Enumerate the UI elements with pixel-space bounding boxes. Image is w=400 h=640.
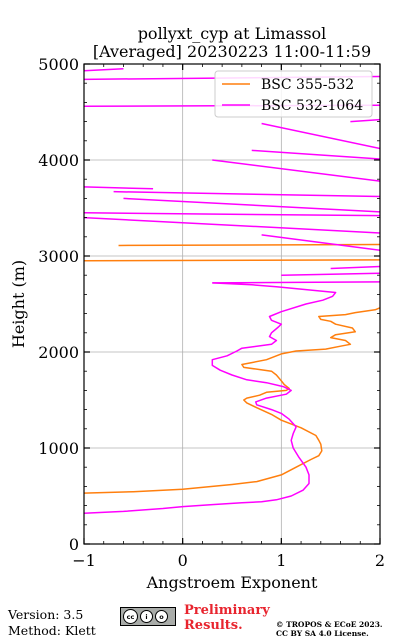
version-text: Version: 3.5	[8, 607, 84, 622]
method-text: Method: Klett	[8, 623, 96, 638]
series-line-0	[84, 307, 380, 494]
series-spike-1-7	[113, 190, 380, 198]
y-tick-label: 0	[69, 535, 79, 554]
preliminary-line-1: Preliminary	[184, 603, 270, 618]
license-line-2: CC BY SA 4.0 License.	[276, 629, 369, 638]
plot-frame	[83, 63, 381, 545]
cc-license-badge-icon: cc i o	[120, 607, 176, 626]
y-tick-label: 1000	[38, 439, 79, 458]
series-spike-1-4	[84, 216, 380, 234]
series-spike-1-1	[281, 272, 380, 276]
y-tick-label: 2000	[38, 343, 79, 362]
preliminary-results-text: Preliminary Results.	[184, 603, 270, 633]
chart-title: pollyxt_cyp at Limassol	[138, 24, 327, 43]
legend-label-1: BSC 532-1064	[261, 98, 363, 114]
series-spike-1-8	[84, 186, 154, 190]
legend-label-0: BSC 355-532	[261, 77, 354, 93]
x-tick-label: 0	[178, 551, 188, 570]
series-spike-0-1	[84, 259, 380, 262]
footer-version-method: Version: 3.5 Method: Klett	[8, 607, 96, 639]
license-text: © TROPOS & ECoE 2023. CC BY SA 4.0 Licen…	[276, 620, 383, 638]
series-group	[84, 68, 380, 515]
y-tick-label: 4000	[38, 151, 79, 170]
series-spike-1-5	[84, 212, 380, 217]
preliminary-line-2: Results.	[184, 618, 243, 633]
series-spike-1-6	[123, 197, 380, 213]
series-spike-1-12	[350, 118, 380, 123]
series-spike-1-0	[212, 281, 380, 284]
legend-box	[214, 70, 373, 118]
series-spike-1-2	[330, 265, 380, 270]
sa-icon: o	[155, 610, 168, 623]
x-tick-label: −1	[72, 551, 96, 570]
by-icon: i	[140, 610, 153, 623]
series-spike-1-9	[212, 159, 380, 182]
series-spike-1-3	[261, 234, 380, 251]
chart-subtitle: [Averaged] 20230223 11:00-11:59	[93, 42, 371, 61]
cc-logo-icon: cc	[123, 609, 138, 624]
y-axis-label: Height (m)	[9, 260, 28, 348]
license-line-1: © TROPOS & ECoE 2023.	[276, 620, 383, 629]
y-tick-label: 3000	[38, 247, 79, 266]
x-tick-label: 2	[375, 551, 385, 570]
x-axis-label: Angstroem Exponent	[146, 573, 318, 592]
series-spike-1-10	[251, 149, 380, 160]
series-spike-1-11	[261, 122, 380, 150]
x-tick-label: 1	[276, 551, 286, 570]
y-tick-label: 5000	[38, 55, 79, 74]
series-line-1	[84, 282, 337, 515]
series-spike-1-15	[84, 68, 124, 72]
